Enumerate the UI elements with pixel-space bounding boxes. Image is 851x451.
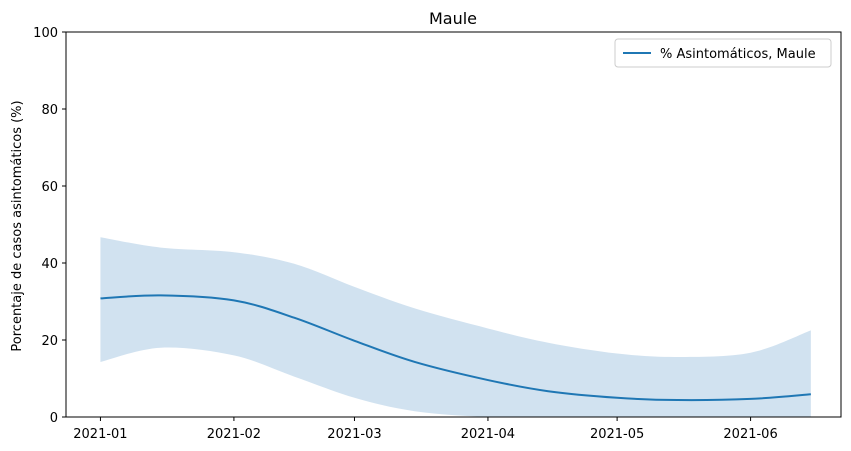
- x-tick-label: 2021-06: [723, 427, 777, 442]
- y-tick-label: 80: [41, 103, 58, 118]
- x-tick-label: 2021-02: [207, 427, 261, 442]
- x-tick-label: 2021-05: [590, 427, 644, 442]
- chart-title: Maule: [429, 9, 477, 28]
- y-tick-label: 0: [50, 411, 58, 426]
- legend-box: [614, 38, 832, 68]
- axes: 0 20 40 60 80 100 2021-01 2021-02 2021-03 2021-04…: [33, 26, 842, 442]
- y-tick-label: 40: [41, 257, 58, 272]
- legend-label: % Asintomáticos, Maule: [660, 47, 816, 62]
- y-tick-label: 60: [41, 180, 58, 195]
- x-tick-label: 2021-04: [461, 427, 515, 442]
- axes-frame: [65, 31, 842, 418]
- y-tick-label: 100: [33, 26, 58, 41]
- series-line-0: [100, 294, 811, 402]
- x-tick-label: 2021-03: [327, 427, 381, 442]
- legend: % Asintomáticos, Maule: [614, 38, 832, 68]
- confidence-band-0: [100, 237, 811, 417]
- y-tick-label: 20: [41, 334, 58, 349]
- x-tick-label: 2021-01: [73, 427, 127, 442]
- y-axis-label: Porcentaje de casos asintomáticos (%): [10, 100, 25, 351]
- plot-area: [66, 32, 841, 417]
